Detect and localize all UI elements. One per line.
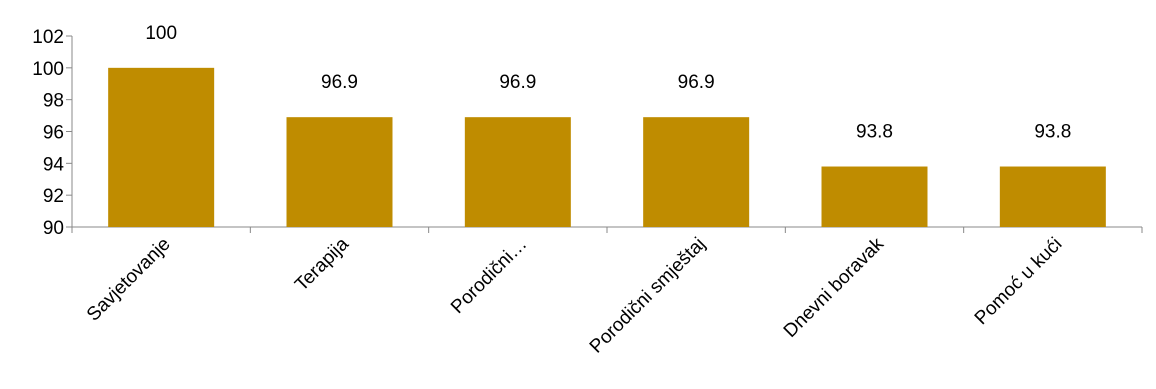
data-label: 96.9	[499, 72, 536, 93]
category-labels: Savjetovanje Terapija Porodični… Porodični …	[83, 233, 1066, 357]
y-tick-label: 98	[43, 91, 64, 112]
y-axis: 90 92 94 96 98 100 102	[32, 27, 73, 239]
bar	[108, 67, 215, 227]
data-labels: 100 96.9 96.9 96.9 93.8 93.8	[145, 23, 1071, 143]
category-label: Savjetovanje	[83, 234, 175, 326]
bars	[108, 67, 1106, 227]
bar	[286, 117, 393, 227]
x-axis	[71, 226, 1143, 233]
data-label: 100	[145, 23, 177, 44]
y-tick-label: 94	[43, 154, 65, 175]
y-tick-label: 96	[43, 123, 64, 144]
y-tick-label: 90	[43, 218, 64, 239]
category-label: Pomoć u kući	[971, 234, 1066, 329]
data-label: 93.8	[1034, 122, 1071, 143]
y-tick-label: 92	[43, 186, 64, 207]
y-tick-label: 100	[32, 59, 64, 80]
bar	[464, 117, 571, 227]
y-tick-label: 102	[32, 27, 64, 48]
category-label: Dnevni boravak	[780, 233, 889, 342]
bar	[821, 166, 928, 227]
category-label: Porodični smještaj	[586, 234, 710, 358]
data-label: 93.8	[856, 122, 893, 143]
bar	[643, 117, 750, 227]
category-label: Terapija	[291, 233, 353, 295]
category-label: Porodični…	[447, 234, 531, 318]
bar	[999, 166, 1106, 227]
data-label: 96.9	[678, 72, 715, 93]
data-label: 96.9	[321, 72, 358, 93]
